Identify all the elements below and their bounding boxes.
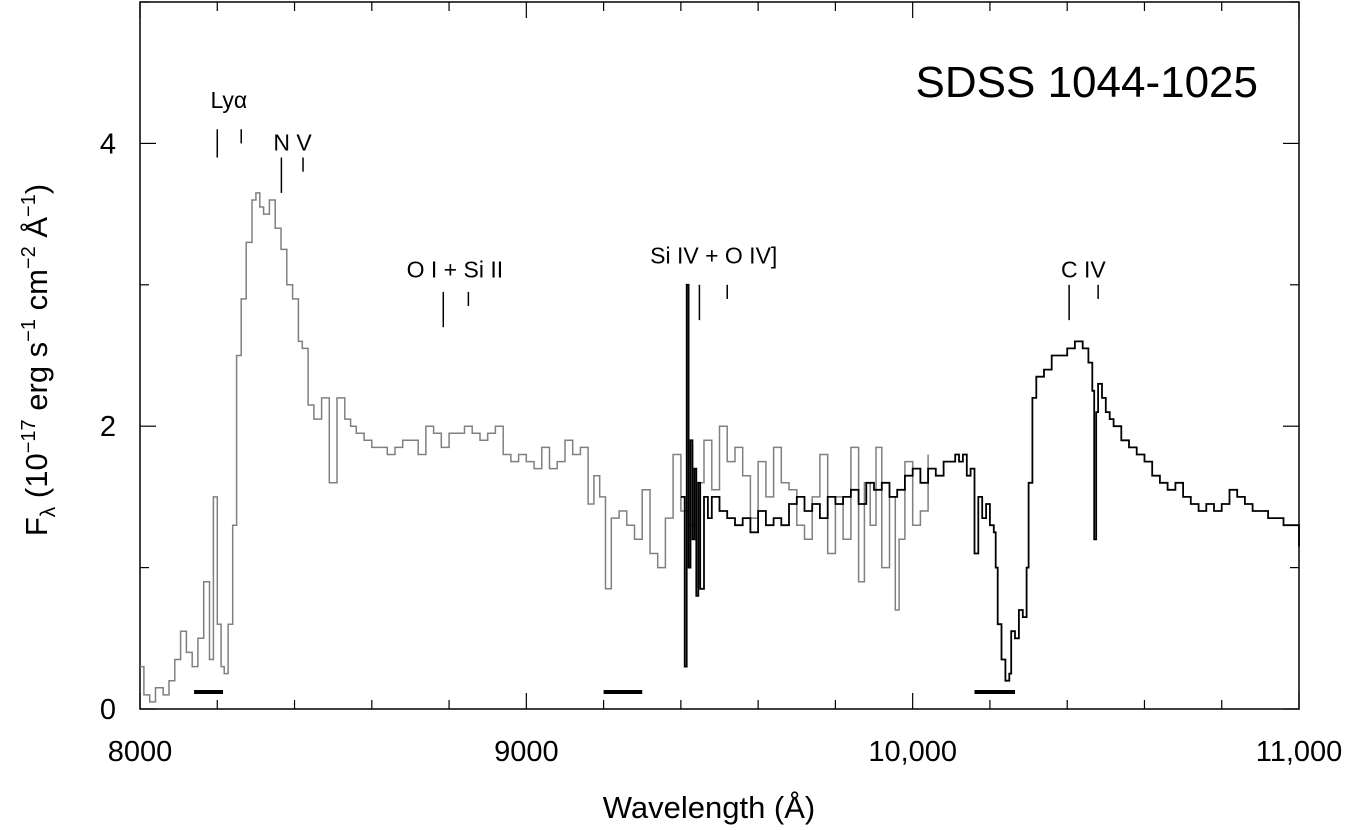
chart-title: SDSS 1044-1025 (916, 58, 1258, 107)
line-marker-label-lya: Lyα (210, 87, 247, 113)
y-axis-title-sub: λ (37, 506, 60, 517)
y-axis-title-exp3: −2 (18, 246, 40, 269)
y-axis-title-mid4: Å (19, 217, 54, 247)
x-tick-label: 11,000 (1256, 736, 1343, 768)
x-tick-label: 9000 (494, 736, 559, 768)
line-marker-label-oi-siii: O I + Si II (407, 257, 504, 283)
y-axis-title: Fλ (10−17 erg s−1 cm−2 Å−1) (18, 184, 60, 536)
y-tick-label: 4 (100, 128, 116, 160)
spectrum-series-1 (140, 192, 929, 703)
y-axis-title-exp1: −17 (18, 419, 40, 453)
plot-frame (139, 1, 1300, 710)
y-axis-title-mid1: (10 (19, 453, 54, 506)
line-marker-label-civ: C IV (1061, 257, 1106, 283)
x-tick-label: 10,000 (868, 736, 957, 768)
x-tick-label: 8000 (108, 736, 173, 768)
x-axis-title: Wavelength (Å) (603, 790, 816, 825)
minor-ticks (139, 1, 1300, 710)
line-marker-label-nv: N V (273, 129, 312, 155)
y-axis-title-base: F (19, 517, 54, 536)
line-marker-label-siiv-oiv: Si IV + O IV] (650, 243, 777, 269)
x-tick-labels: 8000 9000 10,000 11,000 (108, 736, 1343, 768)
y-axis-title-mid2: erg s (19, 342, 54, 420)
line-markers: Lyα N V O I + Si II Si IV + O IV] C IV (210, 87, 1106, 328)
y-axis-title-end: ) (19, 184, 54, 194)
y-axis-title-exp2: −1 (18, 319, 40, 342)
spectrum-series-2 (680, 283, 1300, 682)
y-tick-label: 0 (100, 694, 116, 726)
series-layer (140, 192, 1300, 703)
y-axis-title-exp4: −1 (18, 194, 40, 217)
y-tick-label: 2 (100, 411, 116, 443)
y-axis-title-mid3: cm (19, 269, 54, 319)
y-tick-labels: 0 2 4 (100, 128, 116, 726)
